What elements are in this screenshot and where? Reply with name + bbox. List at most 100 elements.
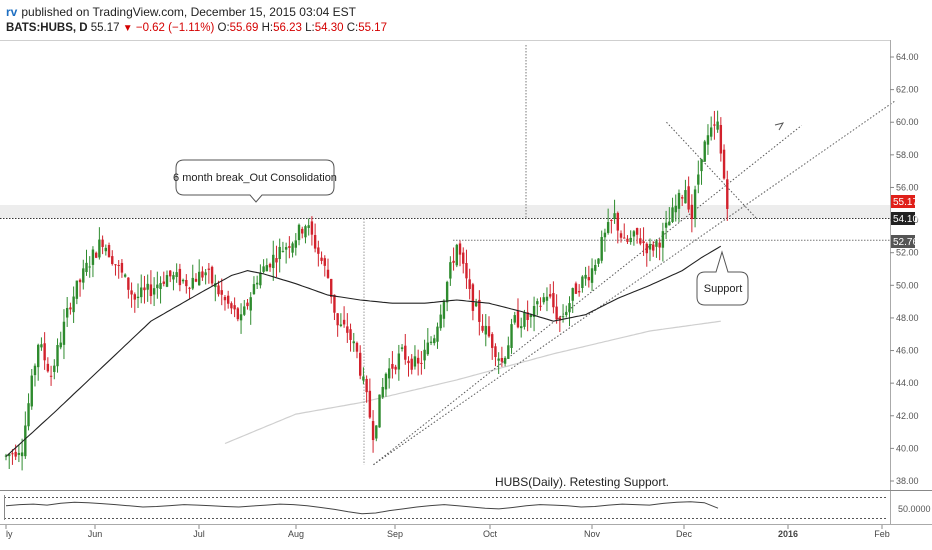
candle-body: [65, 307, 69, 318]
price-tick-label: 42.00: [896, 411, 919, 421]
support-callout[interactable]: Support: [696, 250, 749, 306]
candle-body: [548, 294, 552, 297]
candle-body: [697, 174, 700, 185]
candle-body: [671, 207, 674, 222]
candle-body: [513, 315, 516, 323]
candle-body: [91, 249, 95, 265]
price-tick-label: 58.00: [896, 150, 919, 160]
open-label: O:: [217, 22, 230, 34]
publish-info: published on TradingView.com, December 1…: [21, 5, 356, 19]
breakout-callout[interactable]: 6 month break_Out Consolidation: [173, 159, 337, 203]
candle-body: [310, 221, 314, 235]
support-tag-text: 52.76: [893, 237, 918, 248]
close-label: C:: [346, 22, 359, 34]
time-tick-label: Nov: [584, 529, 601, 539]
candle-body: [262, 266, 265, 272]
ohlc-line: BATS:HUBS, D 55.17 ▼ −0.62 (−1.11%) O:55…: [6, 22, 387, 34]
candle-body: [59, 342, 62, 348]
candle-body: [442, 300, 446, 319]
candle-body: [8, 454, 11, 457]
candle-body: [487, 326, 491, 337]
candle-body: [462, 252, 465, 264]
candle-body: [655, 241, 658, 247]
candle-body: [123, 274, 127, 277]
candle-body: [101, 239, 104, 247]
candle-body: [468, 279, 471, 289]
candle-body: [307, 225, 310, 228]
price-tick-label: 38.00: [896, 476, 919, 486]
candle-body: [668, 221, 671, 226]
candle-body: [291, 243, 294, 253]
trendlines[interactable]: [373, 100, 896, 466]
symbol-label[interactable]: BATS:HUBS, D: [6, 22, 88, 34]
candle-body: [288, 246, 291, 248]
candle-body: [111, 256, 114, 265]
candle-body: [558, 317, 562, 321]
candle-body: [191, 277, 194, 289]
trendline[interactable]: [373, 125, 802, 466]
candle-body: [223, 296, 227, 301]
candle-body: [719, 124, 723, 154]
candle-body: [104, 247, 108, 252]
trendline[interactable]: [666, 121, 757, 219]
candle-body: [623, 237, 626, 239]
candle-body: [94, 252, 98, 258]
candle-body: [210, 266, 214, 284]
time-tick-label: Feb: [874, 529, 890, 539]
candle-body: [146, 283, 149, 290]
candle-body: [194, 278, 198, 282]
candle-body: [629, 237, 632, 243]
candle-body: [590, 268, 594, 283]
candle-body: [652, 244, 655, 251]
candle-body: [394, 366, 397, 370]
candle-body: [690, 204, 694, 219]
price-tick-label: 60.00: [896, 117, 919, 127]
candle-body: [449, 262, 452, 279]
trendline[interactable]: [373, 100, 896, 466]
candle-body: [552, 293, 555, 308]
candle-body: [648, 244, 652, 250]
candle-body: [326, 269, 330, 278]
open-value: 55.69: [229, 22, 259, 34]
candle-body: [465, 263, 468, 279]
price-tick-label: 50.00: [896, 280, 919, 290]
candle-body: [127, 277, 130, 290]
candle-body: [642, 241, 645, 244]
study-title: HUBS(Daily). Retesting Support.: [495, 475, 669, 489]
ma50-line: [5, 245, 722, 457]
candle-body: [281, 250, 285, 252]
candle-body: [40, 344, 43, 348]
price-axis[interactable]: 38.00 40.00 42.00 44.00 46.00 48.00 50.00 52.00…: [890, 52, 919, 486]
candle-body: [565, 312, 568, 316]
price-tick-label: 40.00: [896, 443, 919, 453]
candle-body: [497, 358, 500, 361]
candle-body: [88, 266, 91, 268]
candle-body: [78, 279, 82, 283]
candle-body: [494, 346, 497, 358]
time-tick-label: 2016: [778, 529, 798, 539]
ma50-layer: [5, 245, 722, 457]
candle-body: [693, 189, 697, 219]
time-axis[interactable]: ly Jun Jul Aug Sep Oct Nov Dec 2016 Feb: [5, 525, 890, 539]
candle-body: [532, 306, 536, 317]
candle-body: [542, 297, 545, 303]
candle-body: [20, 452, 24, 457]
candle-body: [664, 222, 668, 228]
candle-body: [574, 283, 578, 294]
candle-body: [635, 228, 639, 235]
candle-body: [410, 358, 413, 370]
time-tick-label: Sep: [387, 529, 403, 539]
candle-body: [297, 224, 301, 241]
candle-body: [507, 345, 510, 359]
price-tick-label: 56.00: [896, 182, 919, 192]
candle-body: [539, 305, 542, 307]
candle-body: [313, 235, 317, 249]
candle-body: [613, 213, 616, 219]
candle-body: [359, 352, 362, 376]
candle-body: [294, 240, 297, 248]
candle-body: [156, 284, 159, 289]
candle-body: [243, 306, 246, 315]
candle-body: [571, 288, 574, 301]
tradingview-author[interactable]: rv: [6, 5, 18, 19]
